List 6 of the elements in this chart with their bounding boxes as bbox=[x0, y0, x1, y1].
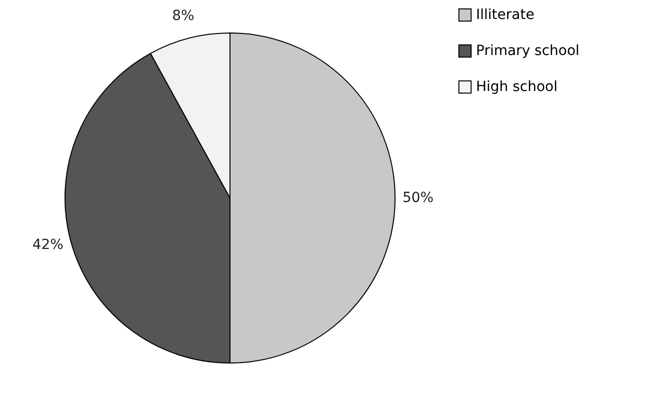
legend-label: High school bbox=[476, 79, 558, 95]
data-label: 8% bbox=[172, 8, 194, 24]
legend-label: Illiterate bbox=[476, 7, 534, 23]
data-label: 50% bbox=[402, 190, 434, 206]
legend-label: Primary school bbox=[476, 43, 580, 59]
data-label: 42% bbox=[32, 236, 64, 253]
